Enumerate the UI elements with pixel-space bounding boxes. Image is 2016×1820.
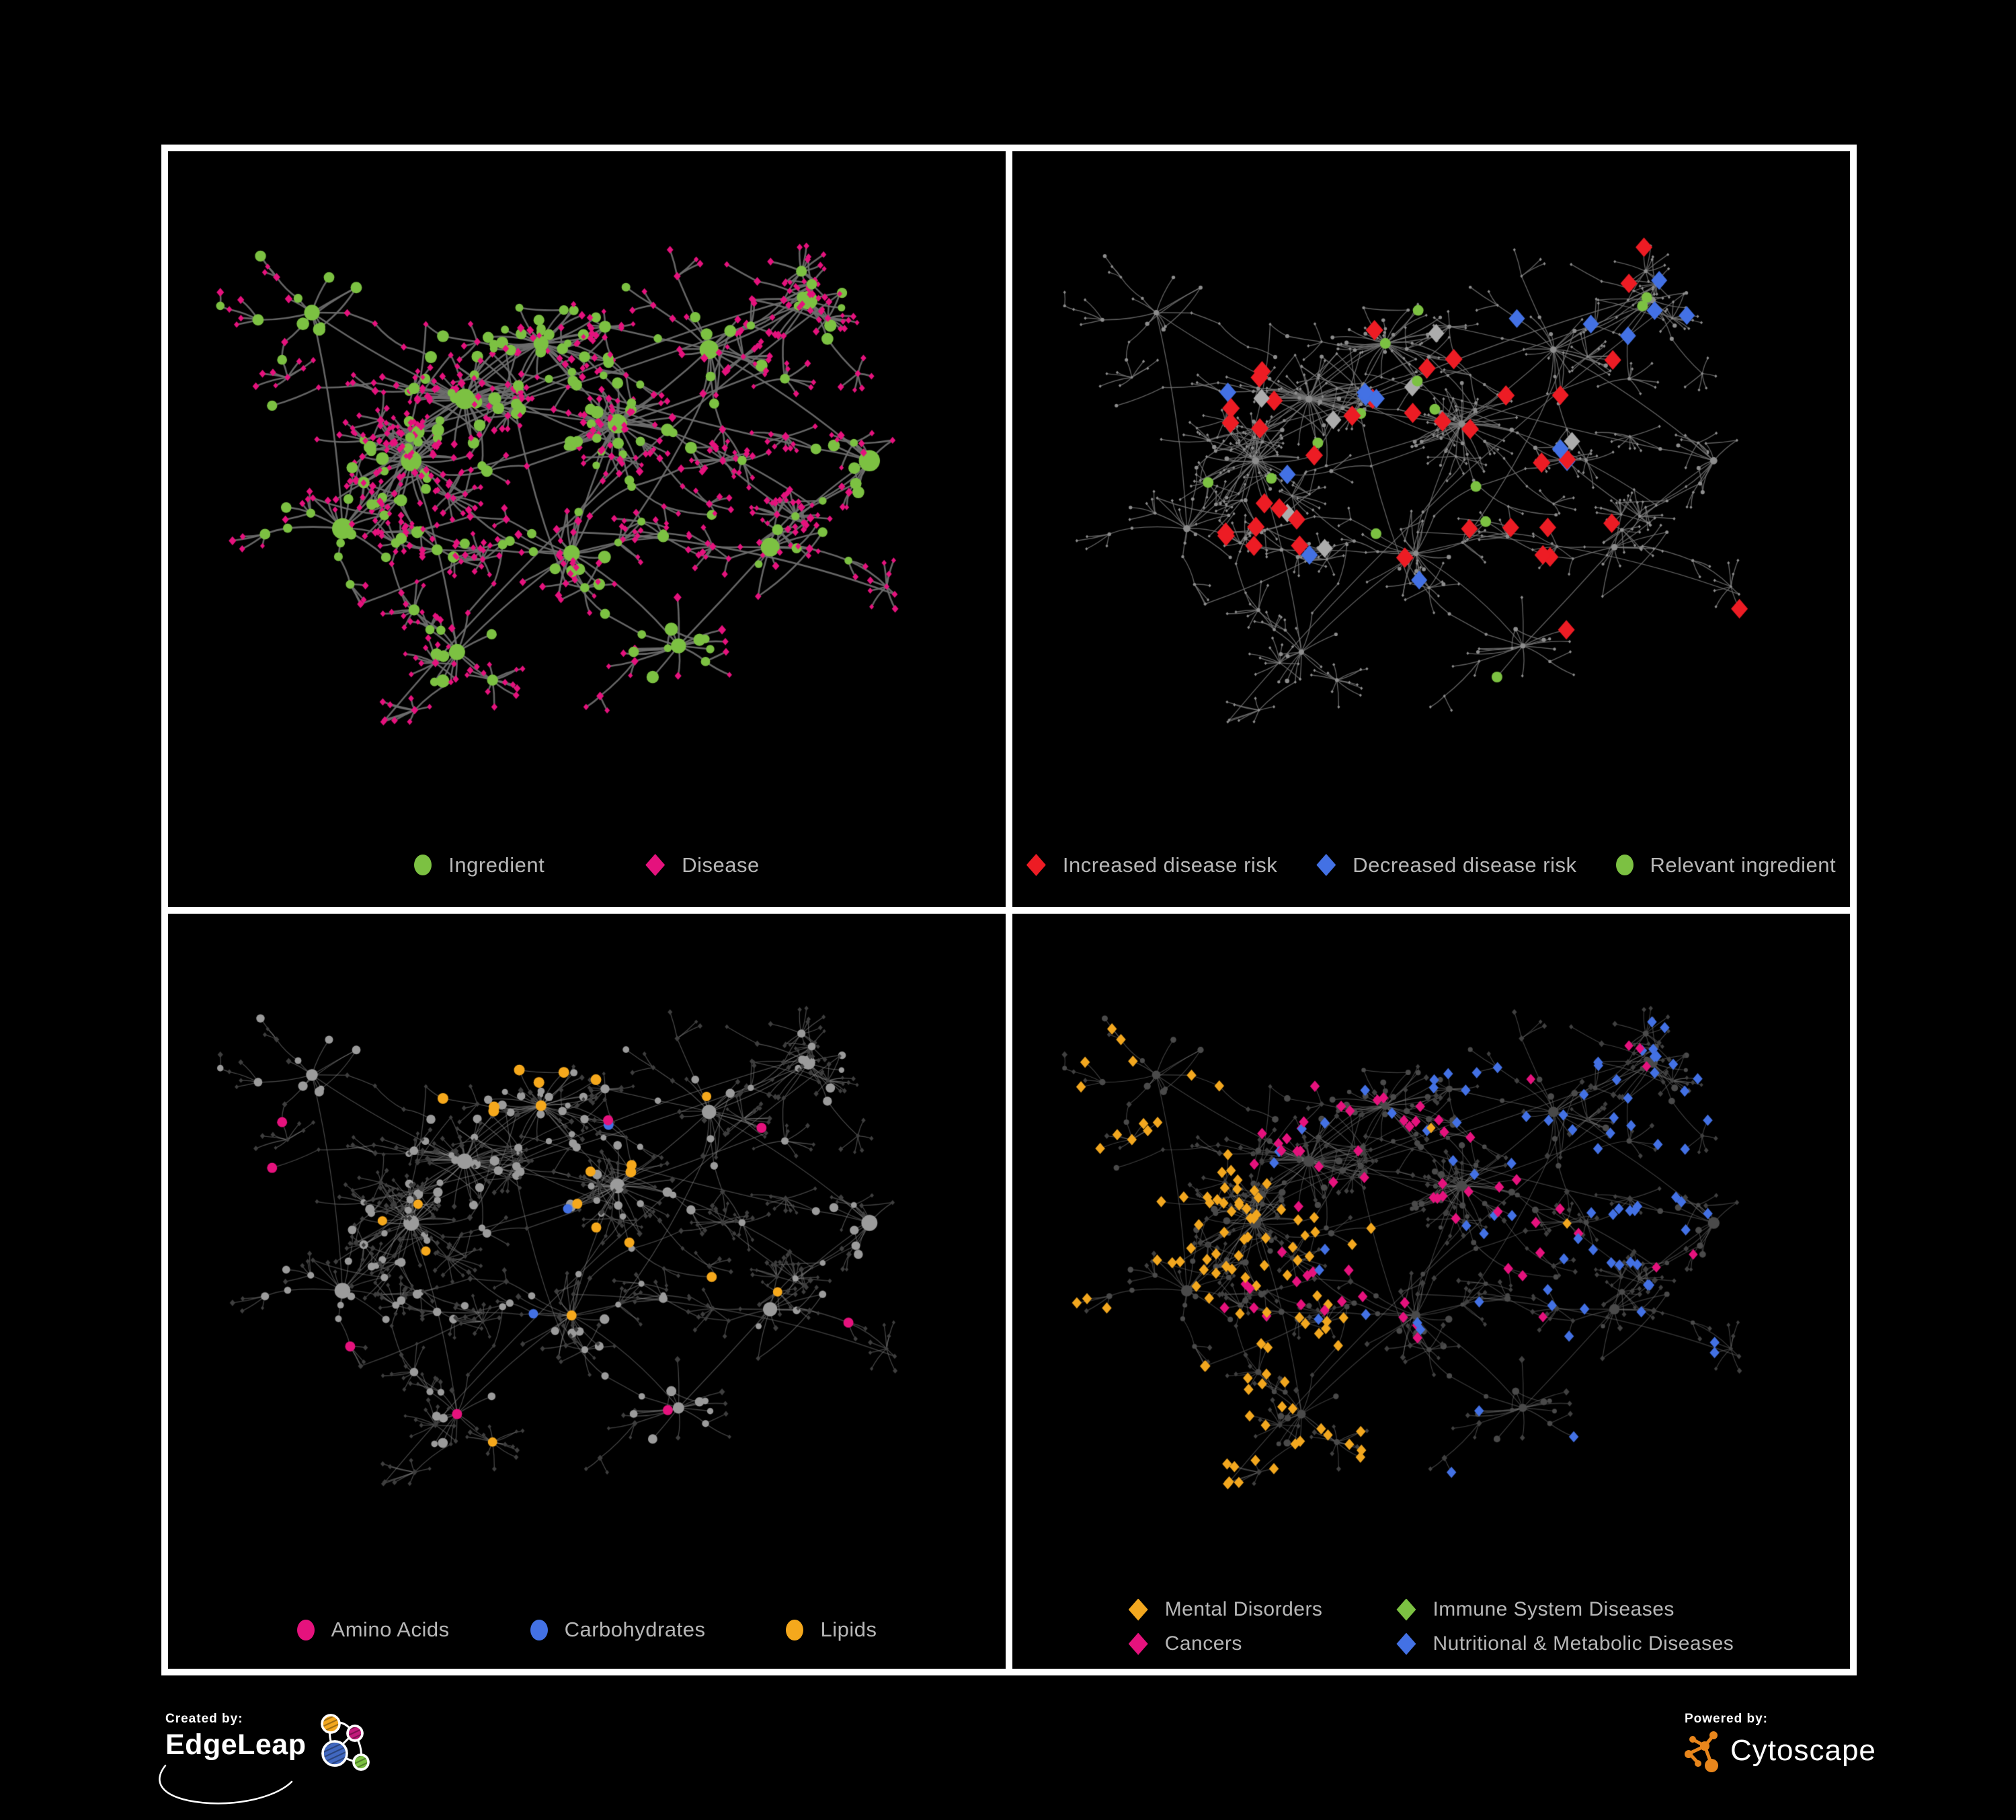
disease-legend-icon: [645, 854, 666, 876]
legend-disease-categories: Mental Disorders Immune System Diseases …: [1012, 1598, 1850, 1655]
legend-label: Disease: [682, 853, 760, 877]
ingredient-legend-icon: [414, 855, 432, 875]
panel-ingredient-disease: Ingredient Disease: [168, 151, 1006, 907]
legend-item: Mental Disorders: [1128, 1598, 1323, 1621]
panel-macronutrients: Amino Acids Carbohydrates Lipids: [168, 913, 1006, 1669]
cytoscape-logo-icon: [1685, 1731, 1718, 1772]
legend-item: Disease: [645, 853, 760, 877]
edgeleap-logo-icon: [320, 1714, 370, 1771]
powered-by-label: Powered by:: [1685, 1712, 1768, 1726]
legend-item: Amino Acids: [296, 1618, 450, 1642]
legend-label: Relevant ingredient: [1650, 853, 1837, 877]
legend-label: Increased disease risk: [1062, 853, 1278, 877]
lipids-legend-icon: [786, 1619, 804, 1640]
legend-item: Cancers: [1128, 1632, 1323, 1655]
legend-label: Amino Acids: [331, 1618, 450, 1641]
created-by-label: Created by:: [165, 1712, 243, 1726]
legend-label: Ingredient: [448, 853, 545, 877]
created-by-block: Created by: EdgeLeap: [159, 1712, 501, 1819]
legend-item: Ingredient: [414, 853, 545, 877]
network-graph-disease-risk: [1012, 151, 1850, 907]
carbohydrates-legend-icon: [530, 1619, 548, 1640]
legend-item: Relevant ingredient: [1615, 853, 1837, 877]
legend-label: Carbohydrates: [564, 1618, 706, 1641]
legend-item: Increased disease risk: [1026, 853, 1277, 877]
network-graph-disease-categories: [1012, 913, 1850, 1669]
network-graph-ingredient-disease: [168, 151, 1006, 907]
legend-item: Immune System Diseases: [1396, 1598, 1734, 1621]
legend-label: Nutritional & Metabolic Diseases: [1433, 1632, 1734, 1655]
mental-disorders-legend-icon: [1128, 1598, 1148, 1621]
edgeleap-swoosh-icon: [159, 1764, 293, 1805]
legend-ingredient-disease: Ingredient Disease: [168, 853, 1006, 877]
legend-macronutrients: Amino Acids Carbohydrates Lipids: [168, 1618, 1006, 1642]
powered-by-block: Powered by: Cytoscape: [1685, 1712, 1876, 1772]
edgeleap-brand: EdgeLeap: [159, 1714, 501, 1805]
decreased-risk-legend-icon: [1316, 854, 1336, 876]
metabolic-diseases-legend-icon: [1396, 1632, 1416, 1655]
legend-item: Decreased disease risk: [1316, 853, 1576, 877]
network-graph-macronutrients: [168, 913, 1006, 1669]
panel-disease-risk: Increased disease risk Decreased disease…: [1012, 151, 1850, 907]
cancers-legend-icon: [1128, 1632, 1148, 1655]
increased-risk-legend-icon: [1026, 854, 1046, 876]
legend-item: Lipids: [786, 1618, 877, 1642]
immune-diseases-legend-icon: [1396, 1598, 1416, 1621]
panel-disease-categories: Mental Disorders Immune System Diseases …: [1012, 913, 1850, 1669]
cytoscape-brand: Cytoscape: [1685, 1729, 1876, 1772]
legend-label: Lipids: [820, 1618, 877, 1641]
legend-label: Decreased disease risk: [1353, 853, 1577, 877]
legend-label: Immune System Diseases: [1433, 1598, 1675, 1620]
legend-label: Mental Disorders: [1164, 1598, 1323, 1620]
amino-acids-legend-icon: [296, 1619, 315, 1640]
legend-label: Cancers: [1164, 1632, 1242, 1655]
legend-item: Carbohydrates: [530, 1618, 706, 1642]
relevant-ingredient-legend-icon: [1615, 855, 1634, 875]
edgeleap-wordmark: EdgeLeap: [165, 1729, 307, 1761]
cytoscape-wordmark: Cytoscape: [1730, 1734, 1876, 1767]
legend-item: Nutritional & Metabolic Diseases: [1396, 1632, 1734, 1655]
legend-disease-risk: Increased disease risk Decreased disease…: [1012, 853, 1850, 877]
panel-grid: Ingredient Disease Increased disease ris…: [161, 145, 1857, 1675]
